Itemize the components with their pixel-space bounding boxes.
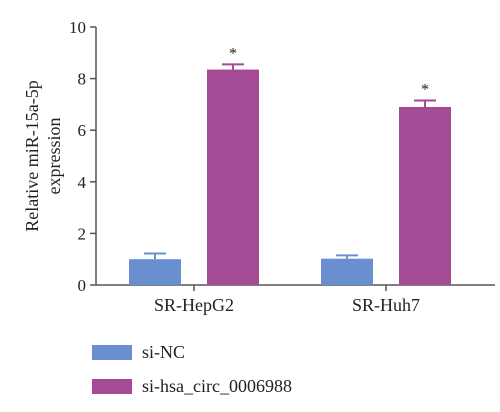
- bar: [129, 259, 181, 285]
- y-axis-label-line: Relative miR-15a-5p: [22, 80, 42, 231]
- bars: **: [129, 45, 451, 285]
- y-tick-label: 8: [78, 70, 87, 89]
- significance-marker: *: [421, 82, 429, 99]
- y-tick-label: 6: [78, 121, 87, 140]
- bar: [321, 258, 373, 285]
- legend: si-NC si-hsa_circ_0006988: [92, 342, 292, 396]
- bar: [207, 69, 259, 285]
- legend-swatch: [92, 345, 132, 360]
- bar: [399, 106, 451, 285]
- y-tick-label: 4: [78, 173, 87, 192]
- y-axis-label: Relative miR-15a-5p expression: [22, 80, 64, 231]
- legend-label: si-hsa_circ_0006988: [142, 376, 292, 396]
- y-tick-label: 10: [69, 18, 86, 37]
- legend-label: si-NC: [142, 342, 185, 362]
- y-tick-label: 2: [78, 224, 87, 243]
- y-axis-label-line: expression: [44, 118, 64, 195]
- x-tick-label: SR-HepG2: [154, 295, 234, 315]
- y-tick-label: 0: [78, 276, 87, 295]
- axes: 0 2 4 6 8 10 SR-HepG2 SR-Huh7: [69, 18, 495, 315]
- significance-marker: *: [229, 45, 237, 62]
- x-tick-label: SR-Huh7: [352, 295, 420, 315]
- legend-swatch: [92, 379, 132, 394]
